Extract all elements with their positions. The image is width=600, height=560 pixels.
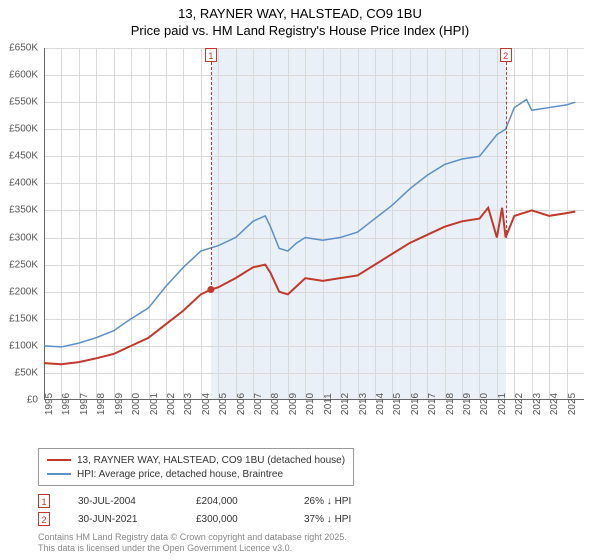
x-tick-label: 2012 bbox=[340, 393, 351, 415]
legend-label: 13, RAYNER WAY, HALSTEAD, CO9 1BU (detac… bbox=[77, 455, 345, 466]
line-series-svg bbox=[44, 48, 584, 400]
footer-line2: This data is licensed under the Open Gov… bbox=[38, 543, 347, 554]
x-tick-label: 2008 bbox=[270, 393, 281, 415]
marker-box: 1 bbox=[205, 48, 217, 62]
y-tick-label: £200K bbox=[0, 286, 38, 297]
x-tick-label: 1995 bbox=[44, 393, 55, 415]
x-tick-label: 2018 bbox=[445, 393, 456, 415]
y-tick-label: £250K bbox=[0, 259, 38, 270]
transaction-price: £300,000 bbox=[196, 514, 276, 525]
chart-area: 12 £0£50K£100K£150K£200K£250K£300K£350K£… bbox=[44, 48, 584, 420]
x-tick-label: 2002 bbox=[166, 393, 177, 415]
x-tick-label: 1997 bbox=[79, 393, 90, 415]
x-tick-label: 2005 bbox=[218, 393, 229, 415]
x-tick-label: 2025 bbox=[567, 393, 578, 415]
x-tick-label: 2009 bbox=[288, 393, 299, 415]
y-tick-label: £150K bbox=[0, 313, 38, 324]
y-tick-label: £400K bbox=[0, 178, 38, 189]
x-tick-label: 2015 bbox=[392, 393, 403, 415]
x-tick-label: 2007 bbox=[253, 393, 264, 415]
legend-swatch bbox=[47, 473, 71, 475]
transaction-delta: 26% ↓ HPI bbox=[304, 496, 351, 507]
title-block: 13, RAYNER WAY, HALSTEAD, CO9 1BU Price … bbox=[0, 0, 600, 40]
y-tick-label: £600K bbox=[0, 70, 38, 81]
marker-box: 2 bbox=[500, 48, 512, 62]
y-tick-label: £500K bbox=[0, 124, 38, 135]
chart-container: 13, RAYNER WAY, HALSTEAD, CO9 1BU Price … bbox=[0, 0, 600, 560]
x-tick-label: 2001 bbox=[149, 393, 160, 415]
transaction-marker: 1 bbox=[38, 494, 50, 508]
y-tick-label: £50K bbox=[0, 367, 38, 378]
title-subtitle: Price paid vs. HM Land Registry's House … bbox=[0, 23, 600, 38]
x-tick-label: 2021 bbox=[497, 393, 508, 415]
y-tick-label: £350K bbox=[0, 205, 38, 216]
x-tick-label: 1996 bbox=[61, 393, 72, 415]
series-line bbox=[44, 208, 575, 365]
transaction-row: 2 30-JUN-2021 £300,000 37% ↓ HPI bbox=[38, 510, 351, 528]
transaction-row: 1 30-JUL-2004 £204,000 26% ↓ HPI bbox=[38, 492, 351, 510]
x-tick-label: 2019 bbox=[462, 393, 473, 415]
y-tick-label: £650K bbox=[0, 43, 38, 54]
x-tick-label: 2014 bbox=[375, 393, 386, 415]
x-tick-label: 2010 bbox=[305, 393, 316, 415]
x-tick-label: 2013 bbox=[358, 393, 369, 415]
transaction-date: 30-JUN-2021 bbox=[78, 514, 168, 525]
footer-line1: Contains HM Land Registry data © Crown c… bbox=[38, 532, 347, 543]
transaction-delta: 37% ↓ HPI bbox=[304, 514, 351, 525]
marker-dashed-line bbox=[211, 62, 212, 290]
legend-label: HPI: Average price, detached house, Brai… bbox=[77, 469, 283, 480]
transaction-price: £204,000 bbox=[196, 496, 276, 507]
x-tick-label: 2011 bbox=[323, 393, 334, 415]
x-tick-label: 2017 bbox=[427, 393, 438, 415]
y-tick-label: £0 bbox=[0, 395, 38, 406]
y-tick-label: £100K bbox=[0, 340, 38, 351]
legend-row: HPI: Average price, detached house, Brai… bbox=[47, 467, 345, 481]
x-tick-label: 2004 bbox=[201, 393, 212, 415]
footer-attribution: Contains HM Land Registry data © Crown c… bbox=[38, 532, 347, 554]
transaction-marker: 2 bbox=[38, 512, 50, 526]
x-tick-label: 2023 bbox=[532, 393, 543, 415]
x-tick-label: 2022 bbox=[514, 393, 525, 415]
marker-dashed-line bbox=[506, 62, 507, 238]
x-tick-label: 2003 bbox=[183, 393, 194, 415]
transaction-date: 30-JUL-2004 bbox=[78, 496, 168, 507]
x-tick-label: 2024 bbox=[549, 393, 560, 415]
title-address: 13, RAYNER WAY, HALSTEAD, CO9 1BU bbox=[0, 6, 600, 21]
legend-row: 13, RAYNER WAY, HALSTEAD, CO9 1BU (detac… bbox=[47, 453, 345, 467]
x-tick-label: 1999 bbox=[114, 393, 125, 415]
x-tick-label: 2016 bbox=[410, 393, 421, 415]
legend-swatch bbox=[47, 459, 71, 461]
x-tick-label: 1998 bbox=[96, 393, 107, 415]
y-tick-label: £300K bbox=[0, 232, 38, 243]
legend: 13, RAYNER WAY, HALSTEAD, CO9 1BU (detac… bbox=[38, 448, 354, 486]
x-tick-label: 2000 bbox=[131, 393, 142, 415]
x-tick-label: 2020 bbox=[479, 393, 490, 415]
y-tick-label: £550K bbox=[0, 97, 38, 108]
series-line bbox=[44, 99, 575, 346]
y-tick-label: £450K bbox=[0, 151, 38, 162]
x-tick-label: 2006 bbox=[236, 393, 247, 415]
transaction-table: 1 30-JUL-2004 £204,000 26% ↓ HPI 2 30-JUN-202… bbox=[38, 492, 351, 528]
plot-region: 12 bbox=[44, 48, 584, 400]
